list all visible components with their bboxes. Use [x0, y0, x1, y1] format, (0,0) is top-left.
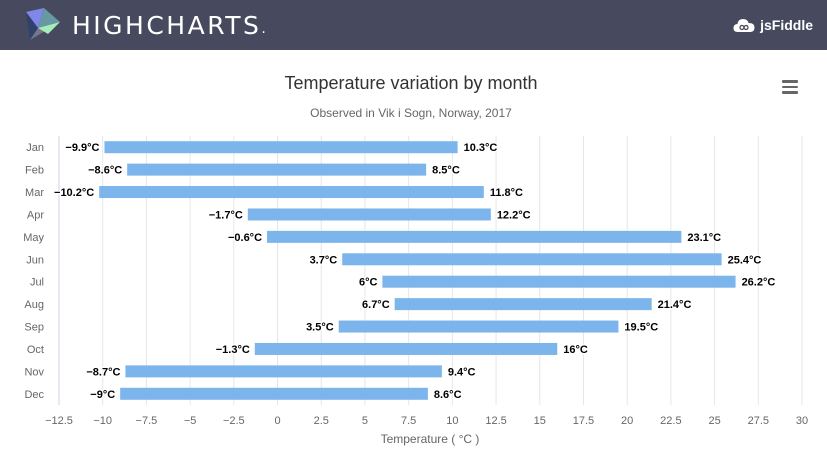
highcharts-logo-icon: [26, 8, 60, 40]
data-label-low: 6.7°C: [362, 299, 390, 311]
bar[interactable]: [267, 230, 682, 243]
grid-lines: [58, 136, 803, 405]
data-label-high: 8.5°C: [432, 165, 460, 177]
top-bar: HIGHCHARTS. jsFiddle: [0, 0, 827, 50]
value-axis-tick-label: 2.5: [314, 415, 329, 427]
data-label-high: 16°C: [563, 344, 588, 356]
brand-mark: .: [261, 21, 266, 37]
value-axis-tick-label: −10: [93, 415, 112, 427]
data-label-low: −1.3°C: [216, 344, 250, 356]
category-label: Feb: [25, 165, 44, 177]
bar[interactable]: [104, 141, 458, 154]
bar[interactable]: [382, 275, 736, 288]
category-label: Mar: [25, 187, 44, 199]
value-axis-tick-label: −7.5: [136, 415, 158, 427]
data-label-low: −8.6°C: [88, 165, 122, 177]
value-axis-tick-label: 12.5: [485, 415, 506, 427]
data-label-high: 12.2°C: [497, 209, 531, 221]
data-label-low: 3.7°C: [310, 254, 338, 266]
value-axis-tick-label: 0: [274, 415, 280, 427]
bar[interactable]: [394, 298, 652, 311]
data-label-high: 19.5°C: [624, 322, 658, 334]
brand-name: HIGHCHARTS: [72, 10, 262, 40]
category-label: May: [23, 232, 44, 244]
value-axis-tick-label: 7.5: [401, 415, 416, 427]
bar[interactable]: [247, 208, 491, 221]
category-label: Jun: [26, 254, 44, 266]
category-label: Sep: [24, 322, 44, 334]
value-axis-tick-label: 15: [534, 415, 546, 427]
value-axis-tick-label: 25: [708, 415, 720, 427]
category-label: Nov: [24, 366, 44, 378]
chart-title: Temperature variation by month: [284, 73, 537, 93]
data-label-low: −9°C: [90, 389, 115, 401]
bar[interactable]: [120, 387, 428, 400]
category-label: Jan: [26, 142, 44, 154]
value-axis-tick-label: −12.5: [45, 415, 73, 427]
bar[interactable]: [125, 365, 442, 378]
brand-logo[interactable]: HIGHCHARTS.: [24, 8, 266, 42]
bar[interactable]: [338, 320, 619, 333]
bar[interactable]: [342, 253, 722, 266]
value-axis-tick-label: 22.5: [660, 415, 681, 427]
data-label-low: −8.7°C: [86, 366, 120, 378]
data-label-low: 3.5°C: [306, 322, 334, 334]
value-axis-tick-label: 5: [362, 415, 368, 427]
category-label: Dec: [24, 389, 44, 401]
bar[interactable]: [99, 186, 484, 199]
jsfiddle-label: jsFiddle: [760, 17, 813, 33]
data-label-high: 9.4°C: [448, 366, 476, 378]
bar[interactable]: [127, 163, 427, 176]
jsfiddle-cloud-icon: [733, 19, 755, 32]
bar[interactable]: [254, 342, 558, 355]
category-label: Jul: [30, 277, 44, 289]
value-axis-tick-label: 20: [621, 415, 633, 427]
category-label: Aug: [24, 299, 44, 311]
data-label-high: 8.6°C: [434, 389, 462, 401]
data-label-high: 26.2°C: [742, 277, 776, 289]
value-axis-tick-label: 10: [446, 415, 458, 427]
data-label-low: 6°C: [359, 277, 378, 289]
data-label-low: −10.2°C: [54, 187, 94, 199]
value-axis-tick-label: −2.5: [223, 415, 245, 427]
category-label: Apr: [27, 209, 44, 221]
data-label-high: 21.4°C: [658, 299, 692, 311]
bar-series: [99, 141, 736, 400]
value-axis: −12.5 −10 −7.5 −5 −2.5 0 2.5 5 7.5 10 12.5 15 17.5 20…: [45, 415, 808, 427]
value-axis-tick-label: −5: [184, 415, 197, 427]
data-label-low: −1.7°C: [209, 209, 243, 221]
category-label: Oct: [27, 344, 44, 356]
value-axis-tick-label: 27.5: [748, 415, 769, 427]
data-label-low: −9.9°C: [65, 142, 99, 154]
data-label-low: −0.6°C: [228, 232, 262, 244]
data-label-high: 10.3°C: [464, 142, 498, 154]
data-labels: −9.9°C 10.3°C −8.6°C 8.5°C −10.2°C 11.8°C −1.7…: [53, 141, 777, 402]
jsfiddle-link[interactable]: jsFiddle: [733, 14, 813, 36]
data-label-high: 23.1°C: [687, 232, 721, 244]
chart-subtitle: Observed in Vik i Sogn, Norway, 2017: [310, 106, 512, 120]
value-axis-tick-label: 30: [796, 415, 808, 427]
value-axis-tick-label: 17.5: [573, 415, 594, 427]
hamburger-menu-icon[interactable]: [776, 76, 802, 98]
data-label-high: 11.8°C: [490, 187, 523, 199]
value-axis-title: Temperature ( °C ): [381, 432, 480, 446]
data-label-high: 25.4°C: [728, 254, 762, 266]
category-axis: Jan Feb Mar Apr May Jun Jul Aug Sep Oct Nov Dec: [23, 142, 44, 401]
